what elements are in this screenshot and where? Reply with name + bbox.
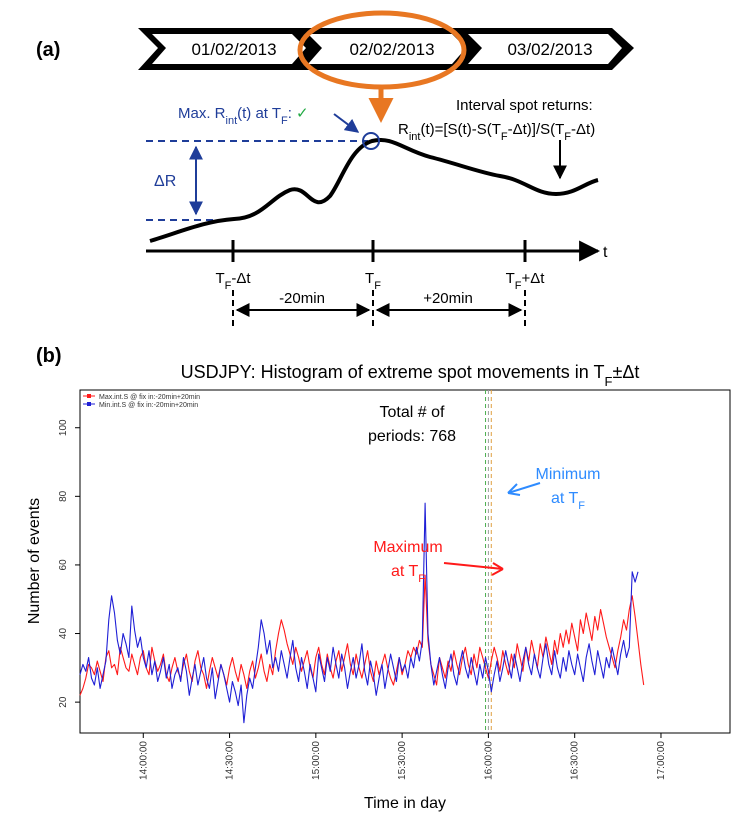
minimum-annotation-line2: at TF [551,490,585,512]
y-tick-label: 100 [58,419,69,436]
x-tick-label: 15:00:00 [311,741,322,780]
x-tick-label: 14:00:00 [138,741,149,780]
maximum-annotation-line1: Maximum [373,539,442,556]
schematic-curve [149,138,599,243]
date-chevrons: 01/02/2013 02/02/2013 03/02/2013 [138,28,634,70]
total-periods-line2: periods: 768 [368,428,456,445]
panel-a-label: (a) [36,39,60,61]
tick-label-tf-plus: TF+Δt [506,270,546,292]
chevron-1-face [152,34,306,64]
tick-label-tf: TF [365,270,381,292]
x-tick-label: 17:00:00 [656,741,667,780]
legend: Max.int.S @ fix in:-20min+20min Min.int.… [83,394,200,409]
chevron-2-face [308,34,466,64]
x-tick-label: 14:30:00 [225,741,236,780]
date-3: 03/02/2013 [507,40,592,59]
date-1: 01/02/2013 [191,40,276,59]
total-periods-line1: Total # of [380,404,445,421]
plot-frame [79,389,731,734]
interval-title: Interval spot returns: [456,97,593,114]
legend-max-label: Max.int.S @ fix in:-20min+20min [99,394,200,401]
x-tick-label: 16:00:00 [483,741,494,780]
max-marker [362,132,380,150]
y-tick-label: 40 [58,628,69,640]
legend-max-marker [87,394,91,398]
x-tick-label: 15:30:00 [397,741,408,780]
maximum-arrowhead [491,562,504,576]
y-axis: 20 40 60 80 100 [58,419,80,708]
fix-time-lines [485,390,492,733]
chart-title: USDJPY: Histogram of extreme spot moveme… [181,362,640,389]
check-icon: ✓ [296,105,309,122]
legend-min-marker [87,402,91,406]
chevron-3-face [468,34,622,64]
maximum-annotation-line2: at TF [391,563,425,585]
chart: 20 40 60 80 100 14:00:00 14:30:00 15:00:00 15:3… [26,389,731,812]
minimum-arrow [507,482,541,494]
highlight-ellipse [297,10,467,90]
span-right-label: +20min [423,290,473,307]
minimum-arrowhead [507,483,521,496]
max-pointer-arrow [333,113,360,133]
series-lines [79,502,645,724]
y-tick-label: 80 [58,490,69,502]
tick-label-tf-minus: TF-Δt [215,270,251,292]
x-tick-label: 16:30:00 [570,741,581,780]
max-label: Max. Rint(t) at TF: ✓ [178,105,309,127]
x-axis-label: Time in day [364,795,446,812]
y-axis-label: Number of events [26,498,43,624]
series-min-line [79,502,639,724]
interval-formula: Rint(t)=[S(t)-S(TF-Δt)]/S(TF-Δt) [398,121,595,143]
y-tick-label: 60 [58,559,69,571]
x-axis: 14:00:00 14:30:00 15:00:00 15:30:00 16:00:00… [138,733,667,780]
legend-min-label: Min.int.S @ fix in:-20min+20min [99,402,198,409]
panel-b-label: (b) [36,345,62,367]
time-axis-label: t [603,244,608,261]
maximum-arrow [443,562,504,570]
delta-r-label: ΔR [154,173,176,190]
date-2: 02/02/2013 [349,40,434,59]
series-max-line [79,574,645,696]
y-tick-label: 20 [58,696,69,708]
span-left-label: -20min [279,290,325,307]
minimum-annotation-line1: Minimum [536,466,601,483]
